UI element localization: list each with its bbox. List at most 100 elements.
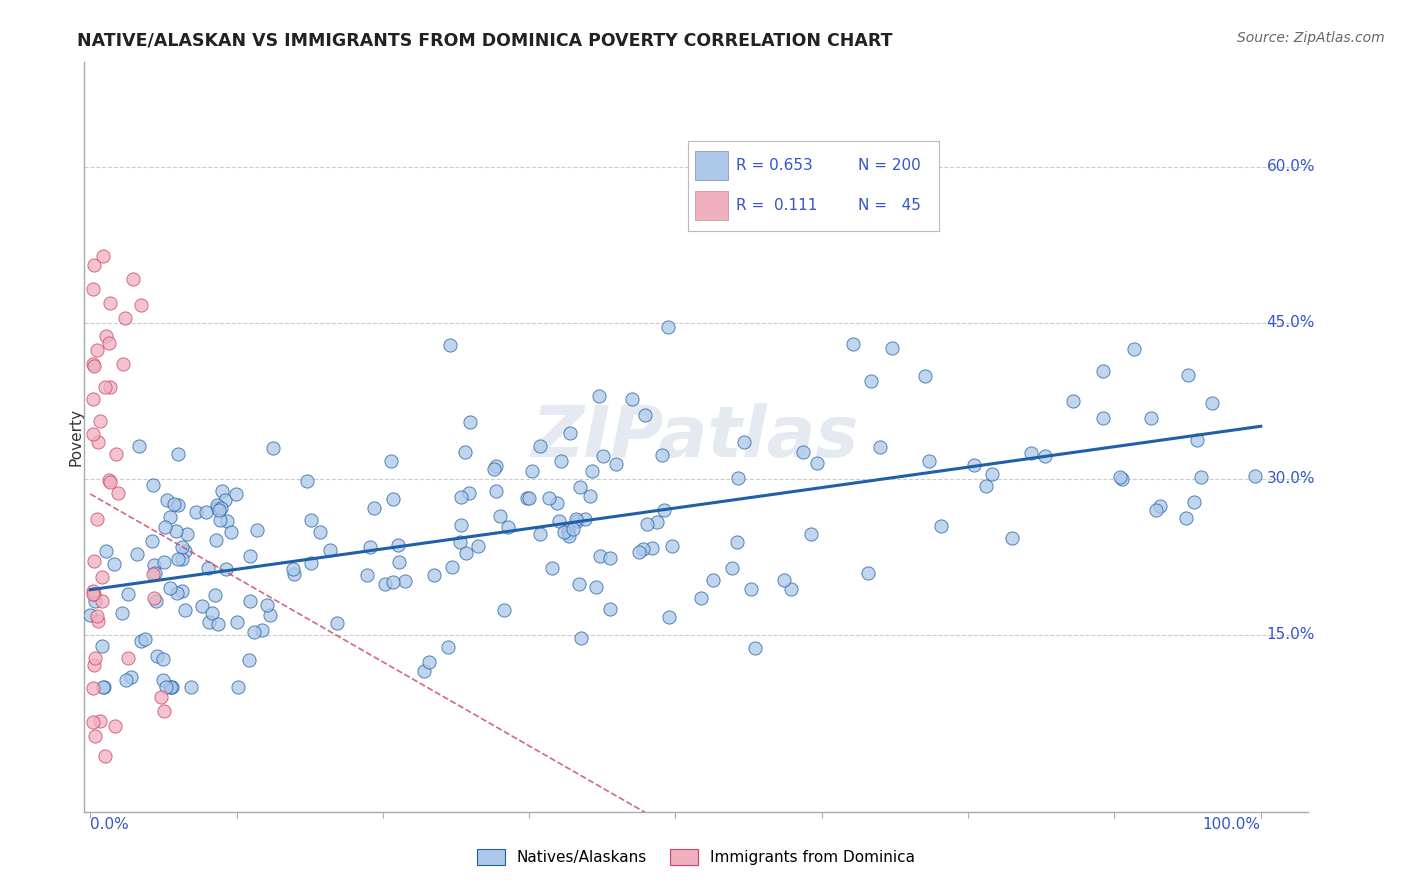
Point: [89, 414, 111, 428]
Text: 0.0%: 0.0%: [90, 817, 129, 832]
Point: [98, 380, 121, 394]
Point: [981, 467, 1004, 482]
Point: [111, 606, 134, 620]
Point: [437, 640, 460, 654]
Point: [214, 492, 236, 507]
Point: [141, 533, 163, 548]
Point: [84, 651, 107, 665]
Point: [167, 552, 190, 566]
Point: [128, 439, 150, 453]
Point: [1033, 449, 1056, 463]
Point: [153, 704, 176, 718]
Point: [215, 561, 238, 575]
Point: [98, 475, 121, 489]
Point: [103, 719, 125, 733]
Point: [588, 389, 610, 403]
Point: [394, 574, 416, 588]
Point: [485, 458, 508, 473]
Point: [460, 415, 482, 429]
Point: [98, 336, 121, 351]
Point: [381, 491, 404, 506]
Point: [560, 426, 582, 441]
Point: [388, 555, 411, 569]
Point: [657, 609, 679, 624]
Point: [211, 483, 233, 498]
Point: [83, 594, 105, 608]
Point: [259, 607, 281, 622]
Point: [141, 478, 163, 492]
Point: [1175, 511, 1198, 525]
Point: [98, 295, 121, 310]
Point: [94, 329, 117, 343]
Point: [82, 714, 104, 729]
Point: [547, 514, 569, 528]
Text: Source: ZipAtlas.com: Source: ZipAtlas.com: [1237, 31, 1385, 45]
Point: [634, 408, 657, 422]
Point: [585, 580, 607, 594]
Point: [91, 570, 114, 584]
Point: [83, 658, 105, 673]
Point: [163, 497, 186, 511]
Point: [143, 558, 166, 572]
Point: [482, 462, 505, 476]
Point: [599, 602, 621, 616]
Point: [579, 489, 602, 503]
Text: 30.0%: 30.0%: [1267, 471, 1315, 486]
Y-axis label: Poverty: Poverty: [69, 408, 83, 467]
Point: [91, 593, 114, 607]
Point: [546, 496, 568, 510]
Point: [727, 471, 749, 485]
Point: [1092, 410, 1115, 425]
Point: [142, 591, 165, 605]
Point: [740, 582, 762, 596]
Point: [238, 653, 260, 667]
Point: [621, 392, 644, 406]
Point: [120, 670, 142, 684]
Point: [242, 625, 264, 640]
Point: [82, 283, 104, 297]
Point: [387, 538, 409, 552]
Point: [661, 539, 683, 553]
Point: [107, 486, 129, 500]
Point: [90, 640, 112, 654]
Point: [201, 607, 224, 621]
Point: [172, 540, 194, 554]
Point: [744, 640, 766, 655]
Point: [86, 609, 108, 624]
Point: [83, 359, 105, 374]
Point: [800, 527, 823, 541]
Point: [450, 490, 472, 504]
Point: [918, 454, 941, 468]
Point: [963, 458, 986, 473]
Point: [159, 680, 181, 694]
Point: [145, 594, 167, 608]
Point: [239, 549, 262, 563]
Point: [529, 526, 551, 541]
Point: [142, 567, 165, 582]
Point: [159, 509, 181, 524]
Point: [914, 368, 936, 383]
Point: [550, 454, 572, 468]
Point: [488, 508, 510, 523]
Point: [159, 680, 181, 694]
Point: [1149, 499, 1171, 513]
Point: [87, 614, 110, 628]
Point: [1123, 342, 1146, 356]
Point: [702, 573, 724, 587]
Point: [82, 357, 104, 371]
Point: [167, 498, 190, 512]
Point: [86, 343, 108, 358]
Point: [557, 523, 579, 537]
Text: 15.0%: 15.0%: [1267, 627, 1315, 642]
Point: [381, 575, 404, 590]
Point: [204, 588, 226, 602]
Point: [173, 544, 195, 558]
Point: [82, 681, 104, 695]
Point: [515, 491, 537, 505]
Point: [225, 486, 247, 500]
Text: R = 0.653: R = 0.653: [735, 158, 813, 173]
Point: [1189, 470, 1212, 484]
Bar: [696, 152, 728, 180]
Point: [86, 511, 108, 525]
Point: [628, 545, 651, 559]
